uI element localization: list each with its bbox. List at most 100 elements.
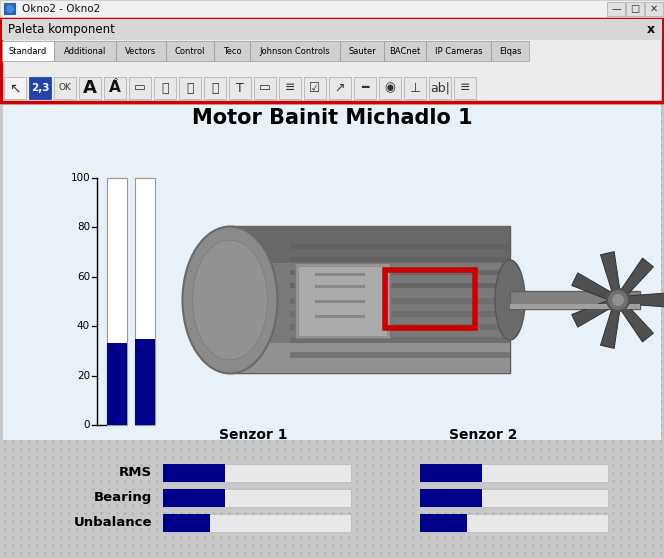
Text: 80: 80: [77, 223, 90, 232]
Point: [456, 285, 466, 294]
Point: [200, 460, 210, 469]
Point: [336, 205, 347, 214]
Point: [240, 532, 250, 541]
Point: [432, 181, 442, 190]
Point: [520, 21, 531, 30]
Point: [256, 532, 266, 541]
Point: [240, 21, 250, 30]
Point: [448, 517, 458, 526]
Point: [560, 172, 570, 181]
Point: [216, 165, 226, 174]
Point: [135, 501, 146, 509]
Point: [168, 453, 179, 461]
Point: [576, 76, 586, 85]
Point: [520, 484, 531, 493]
Point: [264, 364, 274, 373]
Point: [104, 333, 114, 341]
Point: [127, 309, 138, 318]
Point: [24, 421, 35, 430]
Point: [336, 28, 347, 37]
Point: [424, 109, 434, 118]
Point: [200, 508, 210, 517]
Point: [264, 469, 274, 478]
Point: [168, 373, 179, 382]
Point: [192, 237, 203, 246]
Point: [184, 325, 195, 334]
Point: [56, 220, 66, 229]
Point: [112, 277, 122, 286]
Point: [592, 517, 602, 526]
Point: [368, 517, 378, 526]
Point: [352, 316, 363, 325]
Point: [16, 405, 27, 413]
Point: [135, 460, 146, 469]
Point: [288, 517, 298, 526]
Point: [127, 501, 138, 509]
Point: [647, 316, 658, 325]
Point: [647, 469, 658, 478]
Point: [143, 484, 154, 493]
Point: [544, 292, 554, 301]
Point: [127, 381, 138, 389]
Point: [88, 124, 98, 133]
Point: [655, 469, 664, 478]
Point: [135, 436, 146, 445]
Point: [552, 292, 562, 301]
Point: [127, 189, 138, 198]
Point: [40, 28, 50, 37]
Point: [592, 397, 602, 406]
Point: [360, 405, 371, 413]
Point: [48, 517, 58, 526]
Text: IP Cameras: IP Cameras: [435, 46, 482, 55]
Point: [576, 84, 586, 93]
Point: [303, 292, 314, 301]
Point: [600, 117, 610, 126]
Text: Vectors: Vectors: [125, 46, 157, 55]
Point: [608, 4, 618, 13]
Point: [416, 525, 426, 533]
Point: [168, 484, 179, 493]
Point: [336, 405, 347, 413]
Point: [216, 229, 226, 238]
Point: [592, 4, 602, 13]
Point: [592, 469, 602, 478]
Point: [424, 493, 434, 502]
Point: [576, 181, 586, 190]
Point: [72, 373, 82, 382]
Point: [384, 517, 394, 526]
Point: [208, 388, 218, 397]
Point: [631, 28, 642, 37]
Point: [600, 205, 610, 214]
Point: [520, 213, 531, 222]
Point: [471, 52, 482, 61]
Point: [24, 292, 35, 301]
Point: [184, 268, 195, 277]
Point: [288, 268, 298, 277]
Point: [384, 316, 394, 325]
Point: [232, 364, 242, 373]
Point: [295, 0, 306, 6]
Point: [512, 253, 523, 262]
Point: [463, 373, 474, 382]
Point: [168, 253, 179, 262]
Point: [135, 364, 146, 373]
Point: [48, 133, 58, 142]
Bar: [179, 77, 201, 99]
Point: [400, 405, 410, 413]
Point: [448, 165, 458, 174]
Point: [416, 421, 426, 430]
Point: [384, 388, 394, 397]
Point: [168, 189, 179, 198]
Point: [592, 76, 602, 85]
Point: [392, 340, 402, 349]
Point: [368, 397, 378, 406]
Point: [456, 4, 466, 13]
Point: [560, 493, 570, 502]
Point: [24, 309, 35, 318]
Point: [479, 133, 490, 142]
Point: [16, 525, 27, 533]
Point: [40, 12, 50, 21]
Point: [512, 388, 523, 397]
Point: [248, 244, 258, 253]
Point: [303, 220, 314, 229]
